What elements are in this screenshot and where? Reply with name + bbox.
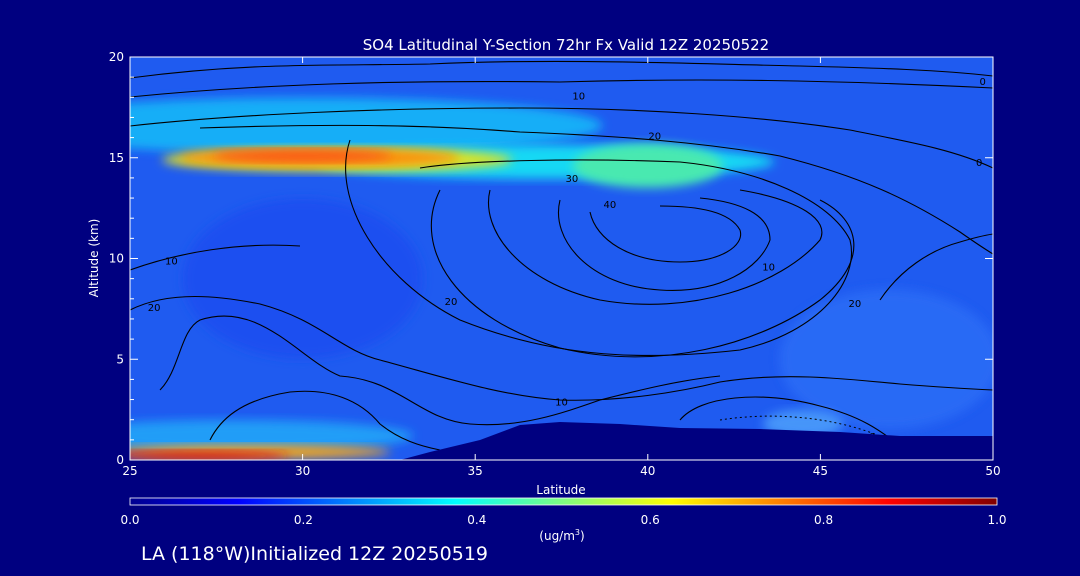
contour-line (679, 396, 901, 447)
colorbar-tick-label: 0.8 (814, 513, 833, 527)
colorbar-tick-label: 0.2 (294, 513, 313, 527)
y-tick-label: 10 (109, 252, 124, 266)
field-patch (182, 198, 423, 359)
chart-title: SO4 Latitudinal Y-Section 72hr Fx Valid … (363, 36, 769, 54)
footer-caption: LA (118°W)Initialized 12Z 20250519 (141, 543, 488, 565)
contour-line (130, 60, 993, 79)
contour-line (159, 315, 721, 426)
colorbar: 0.0 0.2 0.4 0.6 0.8 1.0 (ug/m3) (120, 497, 1007, 543)
contour-line (430, 189, 855, 358)
contour-line (879, 233, 993, 301)
x-tick-label: 45 (813, 464, 828, 478)
contour-label: 40 (603, 200, 616, 211)
y-tick-label: 5 (116, 352, 124, 366)
contour-label: 20 (445, 297, 458, 308)
y-tick-label: 0 (116, 453, 124, 467)
colorbar-tick-label: 0.0 (120, 513, 139, 527)
contour-line (130, 79, 993, 98)
contour-label: 20 (849, 299, 862, 310)
contour-label: 10 (572, 91, 585, 102)
contour-lines: 201020304020101020100000 (130, 60, 993, 459)
contour-label: 20 (648, 132, 661, 143)
x-tick-label: 50 (985, 464, 1000, 478)
contour-label: 10 (762, 263, 775, 274)
colorbar-unit-sup: 3 (575, 528, 580, 537)
contour-label: 10 (165, 257, 178, 268)
contour-label: 0 (979, 77, 985, 88)
contour-line (199, 124, 993, 255)
y-tick-label: 20 (109, 50, 124, 64)
x-axis-label: Latitude (536, 483, 585, 497)
colorbar-unit-end: ) (580, 529, 585, 543)
contour-label: 0 (976, 158, 982, 169)
contour-line (589, 205, 742, 263)
colorbar-unit-base: (ug/m (539, 529, 575, 543)
contour-line (130, 244, 301, 271)
contour-line (558, 197, 771, 291)
x-tick-label: 35 (468, 464, 483, 478)
colorbar-ticks: 0.0 0.2 0.4 0.6 0.8 1.0 (120, 513, 1006, 527)
plot-area: 201020304020101020100000 (130, 57, 993, 460)
contour-line (130, 295, 993, 401)
contour-line (345, 139, 852, 357)
x-tick-label: 25 (122, 464, 137, 478)
y-tick-label: 15 (109, 151, 124, 165)
colorbar-scale (129, 497, 998, 506)
x-tick-label: 30 (295, 464, 310, 478)
contour-line (209, 390, 441, 451)
field-patch (130, 450, 290, 460)
concentration-field (130, 97, 993, 460)
contour-line (130, 107, 993, 169)
contour-label: 20 (148, 303, 161, 314)
field-patch (779, 289, 993, 430)
field-patch (212, 149, 393, 162)
colorbar-tick-label: 1.0 (987, 513, 1006, 527)
contour-line-dashed (719, 415, 881, 437)
colorbar-tick-label: 0.4 (467, 513, 486, 527)
terrain-mask (400, 422, 993, 460)
field-patch (572, 143, 723, 188)
colorbar-unit: (ug/m3) (539, 528, 584, 543)
field-patch (130, 419, 414, 452)
contour-label: 10 (555, 398, 568, 409)
x-tick-label: 40 (640, 464, 655, 478)
contour-line (488, 189, 823, 305)
contour-label: 30 (565, 174, 578, 185)
y-axis-label: Altitude (km) (87, 219, 101, 298)
colorbar-tick-label: 0.6 (641, 513, 660, 527)
axes: 25 30 35 40 45 50 0 5 10 15 20 (109, 50, 1001, 478)
